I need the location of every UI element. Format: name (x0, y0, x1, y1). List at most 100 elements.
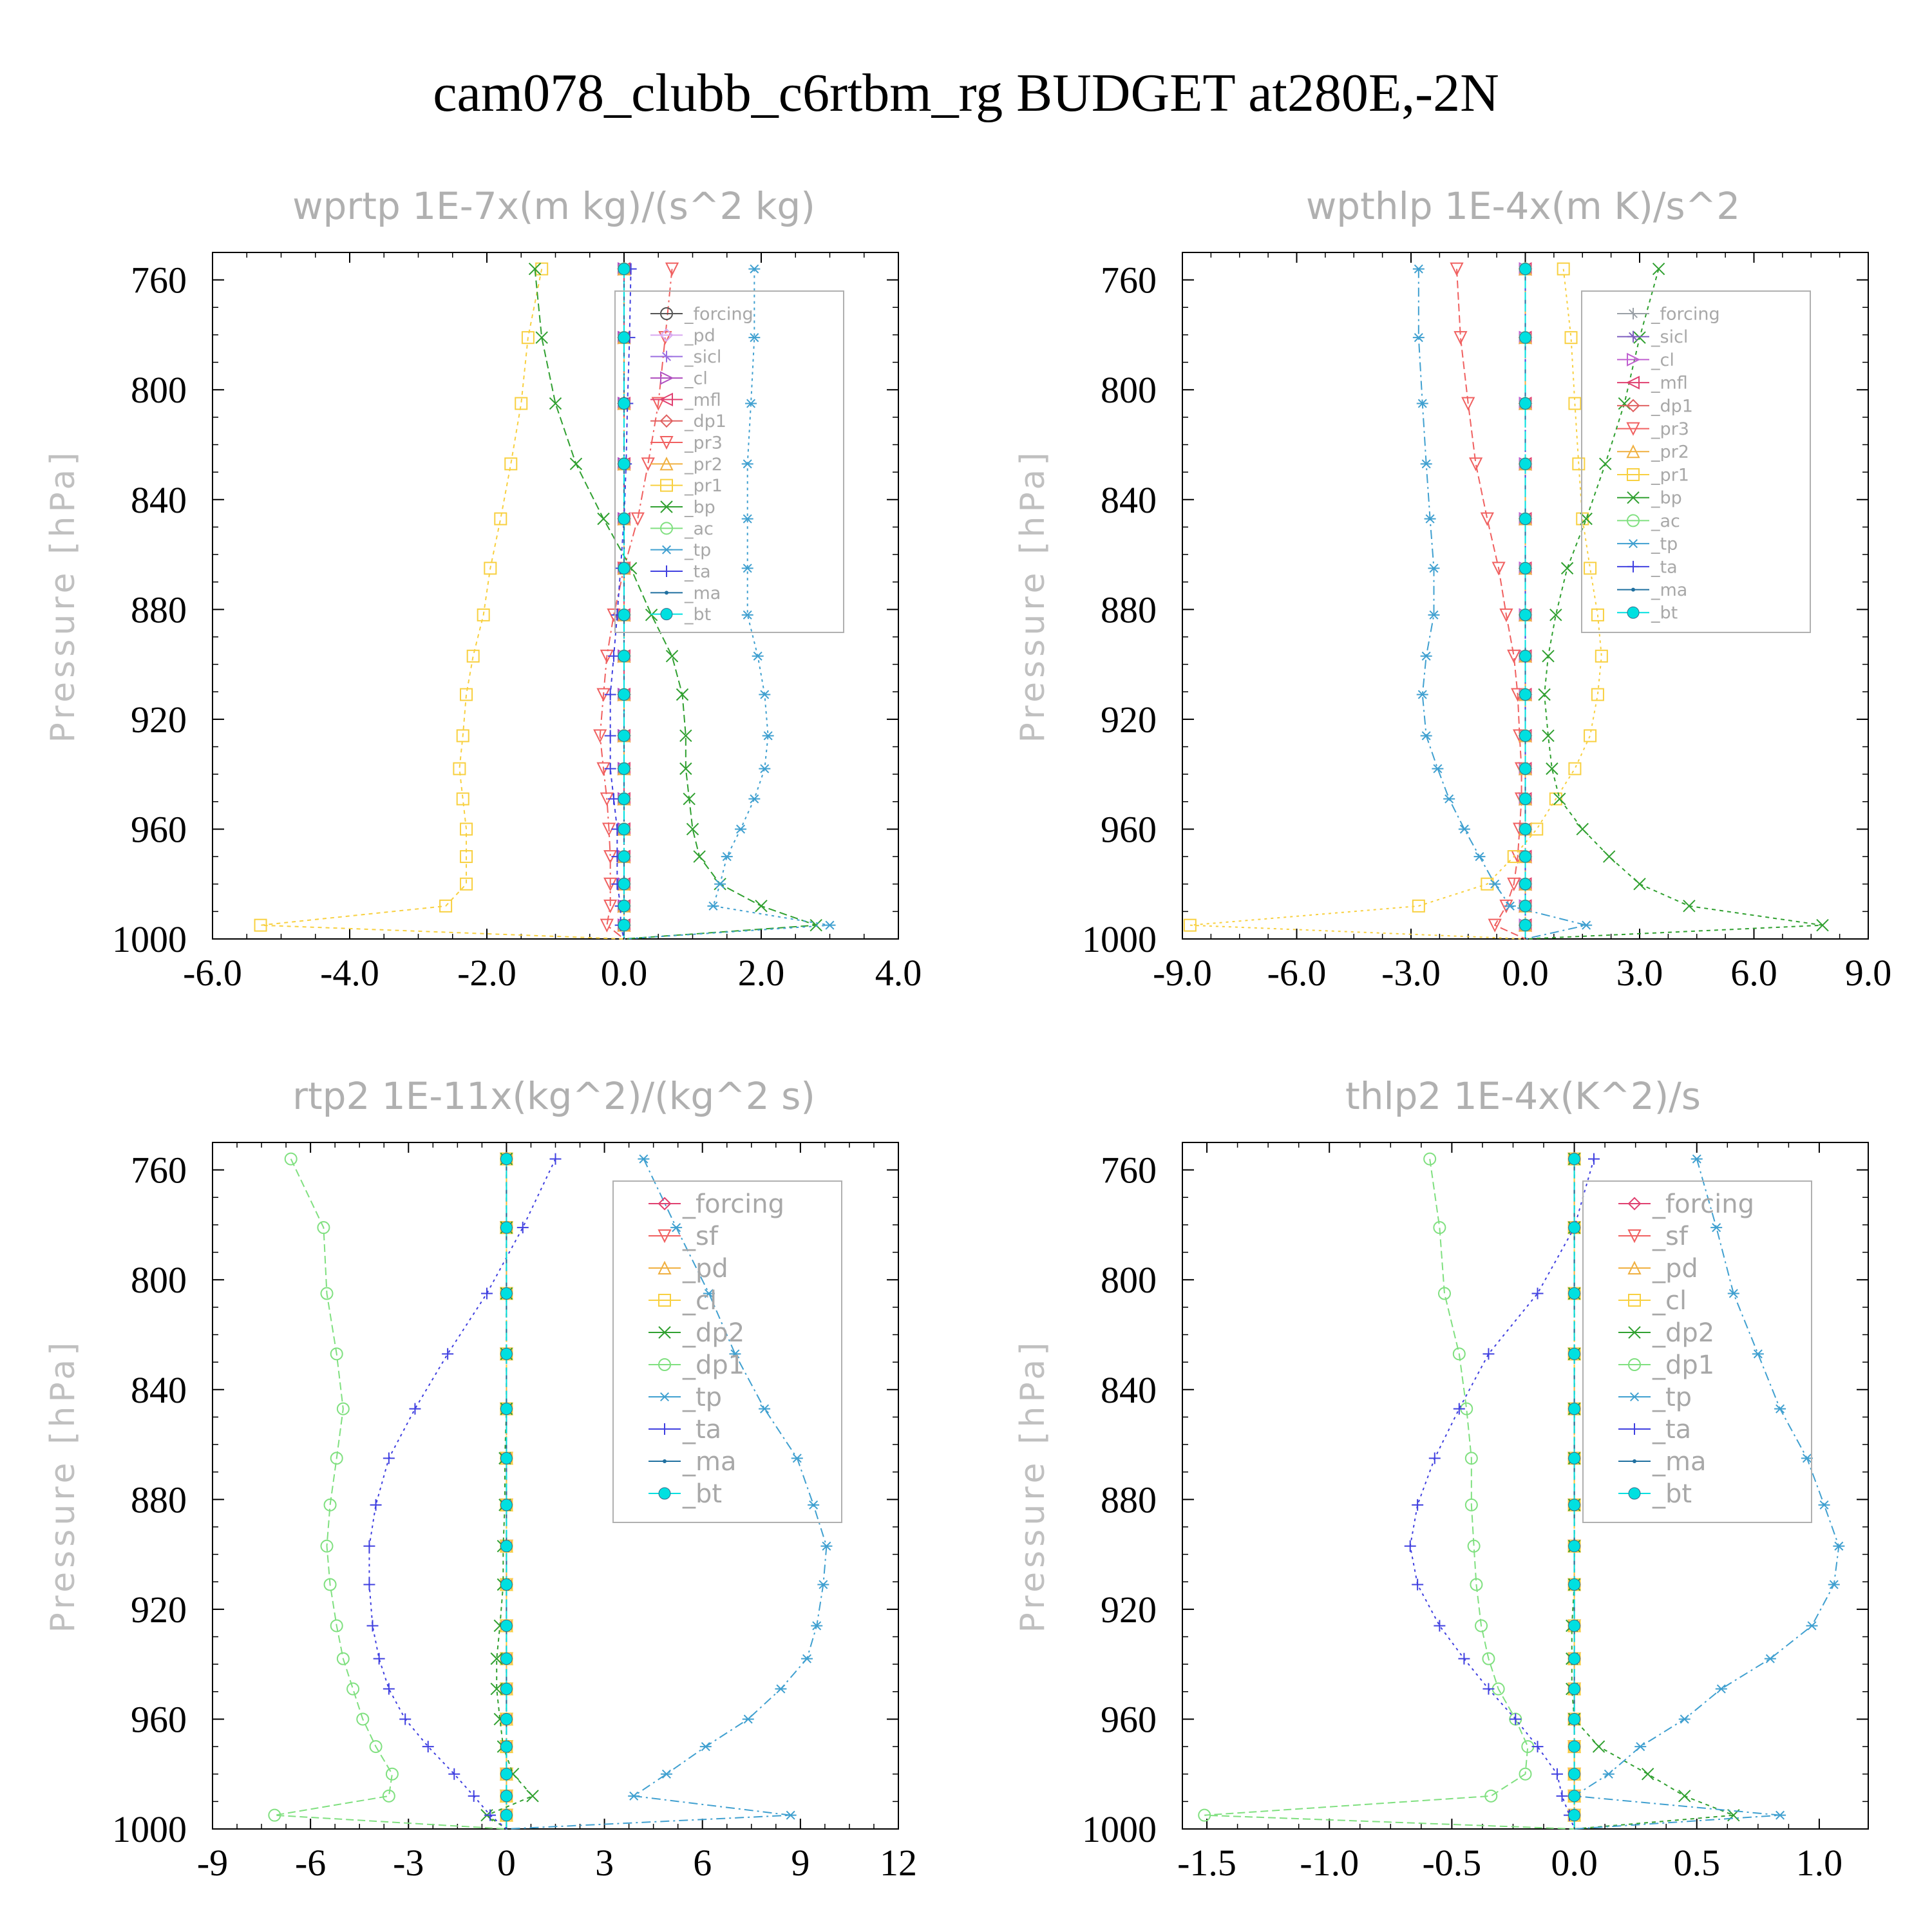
data-point (330, 1347, 343, 1361)
legend-entry: _cl (1618, 1286, 1687, 1316)
data-point (1568, 1578, 1581, 1591)
data-point (707, 901, 719, 911)
data-point (1437, 1287, 1451, 1300)
data-point (1428, 1452, 1441, 1464)
data-point (569, 457, 583, 471)
data-point (1467, 1539, 1481, 1553)
data-point (284, 1152, 298, 1166)
data-point (759, 764, 771, 773)
data-point (323, 1498, 337, 1511)
data-point (699, 1742, 712, 1752)
legend: _forcing _sf _pd _cl_dp2_dp1 _tp _ta _ma_bt (612, 1180, 842, 1523)
data-point (1519, 513, 1531, 526)
data-point (808, 1500, 820, 1510)
y-axis-label: Pressure [hPa] (44, 1339, 82, 1633)
data-point (1592, 1740, 1605, 1753)
data-point (1507, 649, 1521, 664)
data-point (526, 1790, 539, 1803)
legend-label: _ac (684, 519, 714, 539)
data-point (679, 729, 692, 743)
legend-label: _ma (1652, 1447, 1706, 1477)
data-point (1530, 822, 1544, 836)
data-point (1568, 1619, 1581, 1632)
data-point (1806, 1621, 1818, 1631)
data-point (618, 609, 630, 621)
data-point (456, 792, 469, 806)
data-point (1568, 1809, 1581, 1822)
data-point (1507, 877, 1521, 891)
legend-marker (665, 591, 668, 595)
legend-label: _bt (684, 605, 711, 625)
series-pr3 (1450, 262, 1529, 940)
legend-entry: _ma (1617, 580, 1687, 600)
legend-label: _forcing (684, 304, 753, 324)
legend-marker (658, 1229, 672, 1244)
legend-label: _ta (682, 1415, 721, 1444)
data-point (665, 650, 679, 663)
data-point (1715, 1684, 1727, 1694)
legend-entry: _pr2 (650, 455, 723, 475)
series-tp (1412, 264, 1593, 940)
legend-marker (660, 478, 673, 492)
data-point (356, 1712, 370, 1726)
data-point (1443, 794, 1455, 804)
y-tick-label: 800 (1101, 1259, 1157, 1301)
series-tp (623, 264, 836, 940)
legend-marker (1631, 587, 1635, 592)
legend-label: _dp1 (684, 412, 726, 431)
legend-label: _pr2 (684, 455, 723, 475)
series-line (274, 1159, 507, 1830)
legend-marker (659, 457, 674, 471)
data-point (494, 512, 507, 526)
x-tick-label: -0.5 (1422, 1842, 1481, 1884)
legend-label: _mfl (684, 390, 721, 410)
y-axis-label: Pressure [hPa] (1014, 1339, 1052, 1633)
legend-entry: _ma (650, 583, 721, 603)
data-point (618, 331, 630, 344)
legend-entry: _pd (1618, 1254, 1698, 1283)
data-point (1801, 1454, 1813, 1463)
x-tick-label: 1.0 (1796, 1842, 1843, 1884)
x-tick-label: 6.0 (1730, 952, 1777, 994)
legend-marker (658, 1487, 671, 1500)
data-point (1572, 457, 1586, 471)
data-point (1198, 1808, 1211, 1822)
data-point (382, 1789, 395, 1803)
data-point (385, 1767, 399, 1781)
legend-entry: _dp1 (650, 412, 726, 431)
legend-entry: _dp2 (649, 1318, 744, 1348)
legend-marker (1627, 606, 1640, 619)
data-point (618, 793, 630, 806)
data-point (254, 918, 267, 932)
data-point (1774, 1810, 1786, 1820)
legend-entry: _dp1 (1618, 1350, 1714, 1380)
y-tick-label: 920 (1101, 699, 1157, 741)
y-tick-label: 920 (131, 699, 187, 741)
data-point (618, 729, 630, 742)
data-point (1816, 918, 1829, 932)
legend-label: _dp1 (1652, 1350, 1714, 1380)
panel-title: thlp2 1E-4x(K^2)/s (1345, 1074, 1701, 1118)
legend-entry: _bt (650, 605, 711, 625)
legend-entry: _bp (1617, 488, 1682, 508)
x-tick-label: 0 (497, 1842, 516, 1884)
data-point (456, 729, 469, 743)
data-point (1412, 1499, 1424, 1511)
legend-marker (1627, 539, 1639, 549)
data-point (500, 1790, 513, 1803)
legend-label: _tp (682, 1383, 722, 1412)
data-point (1551, 1768, 1563, 1780)
legend-marker (1627, 560, 1639, 573)
legend-marker (1627, 514, 1640, 527)
legend-label: _forcing (682, 1189, 784, 1219)
legend-marker (658, 1197, 672, 1211)
data-point (1428, 564, 1440, 573)
y-tick-label: 880 (131, 589, 187, 630)
panel-title: wprtp 1E-7x(m kg)/(s^2 kg) (292, 184, 815, 228)
legend-entry: _mfl (1617, 374, 1688, 393)
data-point (1568, 1347, 1581, 1360)
x-tick-label: -4.0 (320, 952, 379, 994)
data-point (346, 1682, 360, 1696)
data-point (1564, 331, 1578, 345)
legend-entry: _tp (649, 1383, 722, 1412)
